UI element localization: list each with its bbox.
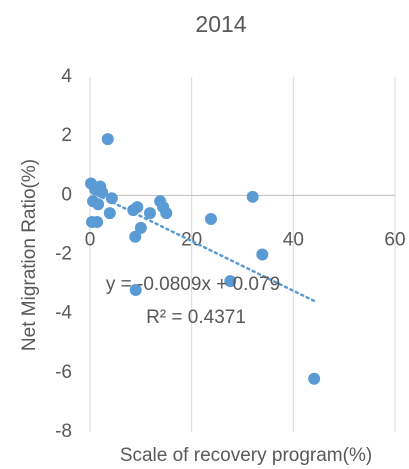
- point: [204, 213, 217, 225]
- y-tick-label: 0: [61, 184, 72, 205]
- x-tick-label: 20: [181, 229, 202, 250]
- point: [103, 207, 116, 220]
- point: [91, 215, 104, 228]
- y-tick-label: -2: [55, 244, 72, 265]
- x-tick-label: 0: [85, 229, 96, 250]
- x-axis-title: Scale of recovery program(%): [120, 445, 372, 466]
- chart-title: 2014: [195, 11, 246, 37]
- y-tick-label: -6: [55, 362, 72, 383]
- point: [96, 186, 109, 199]
- y-tick-label: 4: [61, 66, 72, 87]
- point: [101, 133, 114, 146]
- point: [160, 207, 173, 220]
- point: [143, 207, 156, 220]
- y-tick-label: 2: [61, 125, 72, 146]
- trend-equation: y = -0.0809x + 0.079: [106, 274, 280, 295]
- x-tick-label: 60: [384, 229, 405, 250]
- point: [129, 230, 142, 243]
- point: [246, 190, 259, 203]
- point: [256, 248, 269, 261]
- y-axis-title: Net Migration Ratio(%): [19, 159, 40, 351]
- point: [129, 284, 142, 296]
- point: [224, 275, 237, 288]
- point: [308, 372, 321, 385]
- y-tick-label: -4: [55, 303, 72, 324]
- point: [127, 204, 140, 217]
- r-squared: R² = 0.4371: [146, 307, 246, 328]
- point: [105, 192, 118, 205]
- y-tick-label: -8: [55, 421, 72, 442]
- point: [92, 198, 105, 211]
- x-tick-label: 40: [283, 229, 304, 250]
- point: [134, 221, 147, 234]
